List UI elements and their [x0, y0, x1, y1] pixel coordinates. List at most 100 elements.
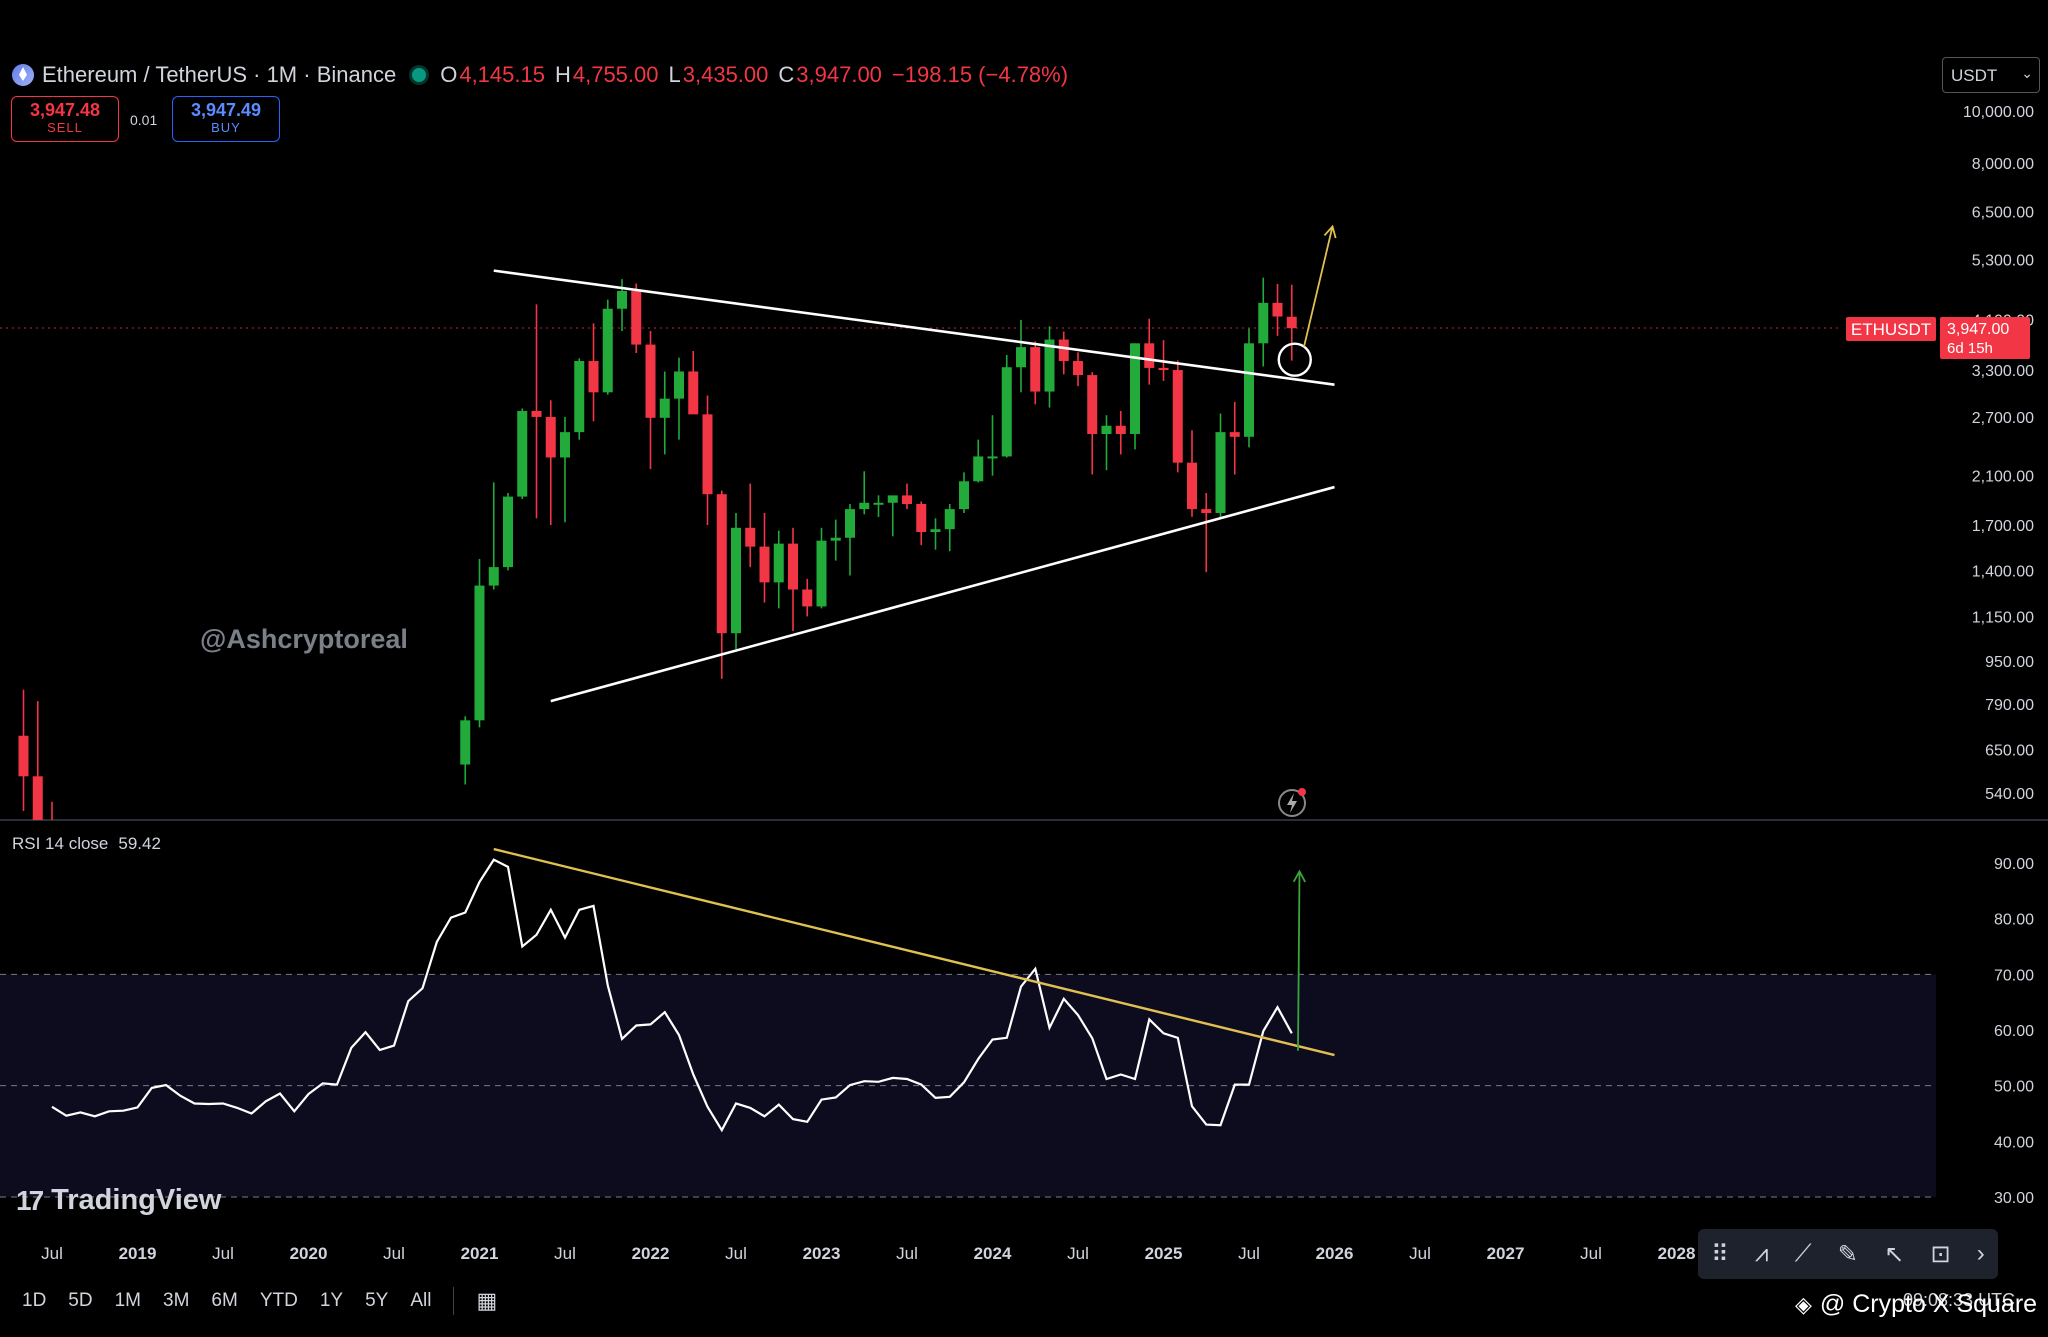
candle-body-17 [702, 414, 713, 495]
currency-value: USDT [1951, 66, 1998, 85]
drag-handle-icon[interactable]: ⠿ [1711, 1240, 1729, 1268]
alert-icon[interactable] [1278, 788, 1306, 817]
candle-body-21 [759, 546, 770, 583]
candle-body-18 [716, 494, 727, 634]
rsi-trendline-0 [493, 847, 1335, 1057]
buy-button[interactable]: 3,947.49 BUY [172, 96, 280, 142]
candle-body-24 [802, 589, 813, 607]
time-axis-tick: 2024 [974, 1244, 1012, 1263]
price-axis-tick: 6,500.00 [1972, 205, 2034, 222]
rsi-axis-tick: 80.00 [1994, 912, 2034, 929]
price-axis-tick: 790.00 [1985, 697, 2034, 714]
candle-body-45 [1101, 425, 1112, 434]
candle-body-26 [830, 537, 841, 541]
price-axis-tick: 2,100.00 [1972, 469, 2034, 486]
timeframe-1y[interactable]: 1Y [319, 1290, 344, 1311]
candle-body-1 [474, 585, 485, 721]
candle-body-33 [930, 529, 941, 533]
market-status-icon [412, 68, 427, 82]
pattern-tool-icon[interactable]: ⩘ [1754, 1240, 1769, 1267]
candle-body-27 [845, 509, 855, 538]
time-axis-tick: 2020 [290, 1244, 328, 1263]
rsi-axis-tick: 90.00 [1994, 856, 2034, 873]
timeframe-3m[interactable]: 3M [163, 1290, 190, 1311]
timeframe-5y[interactable]: 5Y [365, 1290, 389, 1311]
price-axis-tick: 1,700.00 [1972, 518, 2034, 535]
buy-price: 3,947.49 [190, 100, 262, 120]
close-label: C [778, 62, 795, 87]
breakout-circle [1277, 342, 1312, 377]
candle-body-20 [745, 527, 756, 547]
candle-body-50 [1172, 370, 1183, 463]
candle-body-29 [873, 502, 884, 505]
candle-body-39 [1016, 347, 1026, 368]
chevron-down-icon: ⌄ [2021, 65, 2033, 81]
candle-body-10 [602, 308, 613, 393]
open-label: O [440, 62, 458, 87]
price-axis-tick: 8,000.00 [1972, 156, 2034, 173]
time-axis-tick: 2021 [461, 1244, 499, 1263]
time-axis-tick: 2022 [632, 1244, 670, 1263]
candle-body-38 [1001, 367, 1012, 457]
low-label: L [668, 62, 681, 87]
time-axis-tick: Jul [383, 1244, 405, 1263]
time-axis-tick: 2028 [1658, 1244, 1696, 1263]
brush-tool-icon[interactable]: ✎ [1837, 1240, 1858, 1268]
price-up-arrow-head [1323, 224, 1337, 239]
time-axis-tick: 2019 [119, 1244, 157, 1263]
candle-body-0 [460, 720, 471, 765]
trade-tool-icon[interactable]: ⊡ [1930, 1240, 1951, 1268]
candle-body-44 [1087, 375, 1098, 434]
early-candle-body-1 [32, 776, 43, 820]
price-axis-tick: 2,700.00 [1972, 410, 2034, 427]
candle-body-14 [659, 398, 670, 418]
candle-body-46 [1115, 425, 1126, 434]
tradingview-icon: 17 [16, 1184, 44, 1216]
candle-body-30 [887, 495, 898, 503]
timeframe-bar: 1D 5D 1M 3M 6M YTD 1Y 5Y All ▦ [0, 1276, 2048, 1326]
symbol-title[interactable]: Ethereum / TetherUS · 1M · Binance [42, 62, 397, 87]
candle-body-12 [631, 290, 642, 345]
time-axis-tick: Jul [1409, 1244, 1431, 1263]
calendar-range-icon[interactable]: ▦ [476, 1288, 498, 1313]
candle-body-7 [560, 432, 570, 458]
trendline-tool-icon[interactable]: ⟋ [1794, 1240, 1812, 1267]
candle-body-43 [1073, 361, 1083, 376]
candle-body-42 [1058, 339, 1069, 362]
candle-body-5 [531, 410, 542, 417]
candle-body-51 [1187, 462, 1197, 510]
tradingview-logo[interactable]: 17 TradingView [16, 1184, 221, 1217]
time-axis-tick: 2026 [1316, 1244, 1354, 1263]
candle-body-47 [1130, 343, 1140, 434]
tradingview-brand: TradingView [51, 1184, 222, 1216]
candle-body-28 [859, 502, 870, 510]
price-tag-countdown: 6d 15h [1947, 340, 1993, 357]
time-axis-tick: Jul [1580, 1244, 1602, 1263]
timeframe-all[interactable]: All [410, 1290, 432, 1311]
candle-body-56 [1258, 302, 1269, 344]
timeframe-ytd[interactable]: YTD [259, 1290, 298, 1311]
price-axis-tick: 950.00 [1985, 654, 2034, 671]
candle-body-58 [1286, 316, 1297, 329]
footer-tag-text: @ Crypto X Square [1819, 1290, 2038, 1318]
chevron-right-icon[interactable]: › [1976, 1240, 1985, 1267]
last-price-tag: ETHUSDT 3,947.00 6d 15h [1846, 317, 2030, 359]
utc-clock[interactable]: 09:08:33 UTC [1903, 1290, 2016, 1310]
timeframe-5d[interactable]: 5D [68, 1290, 93, 1311]
currency-select[interactable]: USDT ⌄ [1942, 57, 2040, 93]
candle-body-55 [1244, 343, 1254, 437]
timeframe-1m[interactable]: 1M [114, 1290, 141, 1311]
timeframe-1d[interactable]: 1D [22, 1290, 47, 1311]
rsi-axis-tick: 30.00 [1994, 1190, 2034, 1207]
candle-body-8 [574, 361, 585, 433]
candle-body-40 [1030, 347, 1041, 392]
candle-body-13 [645, 344, 656, 418]
cursor-tool-icon[interactable]: ↖ [1884, 1240, 1905, 1268]
timeframe-6m[interactable]: 6M [211, 1290, 238, 1311]
time-axis-tick: Jul [554, 1244, 576, 1263]
sell-button[interactable]: 3,947.48 SELL [11, 96, 119, 142]
rsi-legend[interactable]: RSI 14 close 59.42 [12, 834, 161, 854]
price-tag-price: 3,947.00 [1947, 321, 2009, 338]
buy-label: BUY [211, 120, 241, 135]
